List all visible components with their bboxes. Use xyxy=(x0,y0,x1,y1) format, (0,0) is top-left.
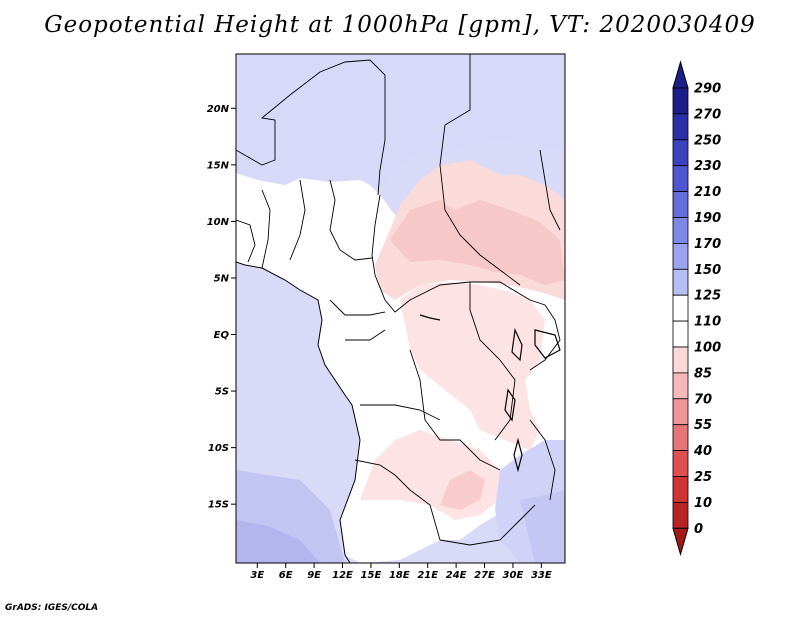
map-frame xyxy=(235,53,566,564)
lon-tick-label: 30E xyxy=(503,570,524,581)
longitude-axis: 3E 6E 9E 12E 15E 18E 21E 24E 27E 30E 33E xyxy=(250,563,552,581)
lon-tick-label: 21E xyxy=(417,570,438,581)
colorbar-label: 290 xyxy=(694,82,721,97)
lon-tick-label: 6E xyxy=(279,570,293,581)
lat-tick: 20N xyxy=(207,104,236,115)
lat-tick: 5N xyxy=(214,273,236,284)
lat-tick: 15N xyxy=(207,160,236,171)
lat-tick-label: 15N xyxy=(207,160,230,171)
lon-tick: 3E xyxy=(250,563,264,581)
lon-tick: 24E xyxy=(446,563,467,581)
colorbar-swatch xyxy=(672,346,689,374)
map-title: Geopotential Height at 1000hPa [gpm], VT… xyxy=(44,12,756,38)
lat-tick-label: 20N xyxy=(207,104,230,115)
lon-tick-label: 33E xyxy=(531,570,552,581)
lon-tick: 15E xyxy=(361,563,382,581)
colorbar-swatch xyxy=(672,450,689,477)
lat-tick-label: 10N xyxy=(207,217,230,228)
country-borders xyxy=(236,54,561,546)
colorbar-label: 230 xyxy=(694,159,721,174)
colorbar-swatch xyxy=(672,217,689,244)
colorbar-swatch xyxy=(672,191,689,218)
lon-tick: 9E xyxy=(307,563,321,581)
lon-tick: 18E xyxy=(389,563,410,581)
lat-tick: EQ xyxy=(214,330,236,341)
pink-field-zambia-core xyxy=(440,470,485,510)
colorbar-label: 25 xyxy=(694,470,712,485)
lakes xyxy=(419,314,561,473)
lon-tick: 33E xyxy=(531,563,552,581)
colorbar-swatch xyxy=(672,165,689,192)
lon-tick-label: 27E xyxy=(474,570,495,581)
coastline xyxy=(236,261,361,563)
credit-text: GrADS: IGES/COLA xyxy=(5,603,99,613)
colorbar-swatch xyxy=(672,476,689,503)
sahara-blue-field xyxy=(236,54,565,190)
lat-tick-label: 5S xyxy=(215,387,229,398)
colorbar-label: 100 xyxy=(694,341,721,356)
colorbar-label: 40 xyxy=(693,444,712,459)
colorbar-bottom-arrow xyxy=(672,527,689,557)
map-plot-area xyxy=(236,54,565,563)
colorbar-swatch xyxy=(672,242,689,270)
lon-tick: 21E xyxy=(417,563,438,581)
colorbar-swatch xyxy=(672,294,689,322)
colorbar-label: 0 xyxy=(694,522,703,537)
lon-tick-label: 24E xyxy=(446,570,467,581)
colorbar-label: 85 xyxy=(694,366,712,381)
lon-tick: 6E xyxy=(279,563,293,581)
colorbar-swatch xyxy=(672,501,689,529)
lat-tick-label: 5N xyxy=(214,273,230,284)
colorbar-label: 125 xyxy=(694,289,721,304)
lat-tick: 5S xyxy=(215,387,236,398)
lon-tick-label: 9E xyxy=(307,570,321,581)
colorbar-swatch xyxy=(672,372,689,400)
lon-tick-label: 18E xyxy=(389,570,410,581)
lat-tick: 10S xyxy=(208,443,236,454)
colorbar-label: 190 xyxy=(694,211,721,226)
lon-tick-label: 3E xyxy=(250,570,264,581)
colorbar-label: 10 xyxy=(694,496,712,511)
lat-tick-label: 10S xyxy=(208,443,229,454)
colorbar-top-arrow xyxy=(672,60,689,89)
lat-tick-label: 15S xyxy=(208,500,229,511)
colorbar-label: 70 xyxy=(694,392,712,407)
colorbar: 2902702502302101901701501251101008570554… xyxy=(672,60,721,557)
colorbar-label: 110 xyxy=(694,315,721,330)
colorbar-swatch xyxy=(672,398,689,426)
colorbar-swatch xyxy=(672,139,689,167)
colorbar-swatch xyxy=(672,320,689,348)
lon-tick: 12E xyxy=(332,563,353,581)
colorbar-swatch xyxy=(672,424,689,452)
lat-tick: 10N xyxy=(207,217,236,228)
colorbar-label: 150 xyxy=(694,263,721,278)
colorbar-label: 270 xyxy=(694,107,721,122)
lon-tick-label: 15E xyxy=(361,570,382,581)
pink-field-congo-basin xyxy=(400,282,545,450)
colorbar-label: 210 xyxy=(694,185,721,200)
lat-tick-label: EQ xyxy=(214,330,230,341)
colorbar-label: 55 xyxy=(694,418,712,433)
colorbar-swatch xyxy=(672,113,689,141)
latitude-axis: 20N 15N 10N 5N EQ 5S 10S 15S xyxy=(207,104,236,511)
lon-tick: 27E xyxy=(474,563,495,581)
lat-tick: 15S xyxy=(208,500,236,511)
colorbar-swatch xyxy=(672,87,689,115)
pink-field-core xyxy=(390,200,565,285)
lon-tick: 30E xyxy=(503,563,524,581)
deepest-blue-field xyxy=(236,520,320,563)
colorbar-swatch xyxy=(672,268,689,296)
lon-tick-label: 12E xyxy=(332,570,353,581)
colorbar-label: 170 xyxy=(694,237,721,252)
colorbar-label: 250 xyxy=(694,133,721,148)
